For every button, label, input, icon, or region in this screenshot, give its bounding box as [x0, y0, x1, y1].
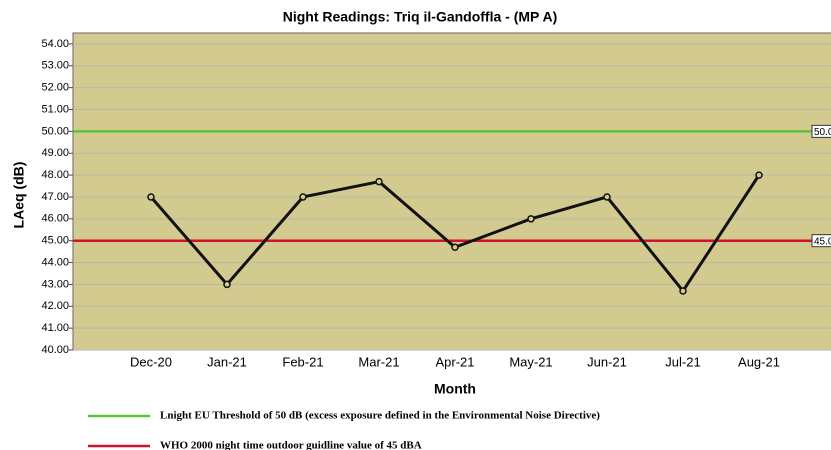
x-tick-label: Aug-21 [738, 354, 780, 369]
y-tick-label: 40.00 [41, 344, 69, 356]
data-point [223, 280, 231, 289]
data-point [299, 193, 307, 201]
x-tick-label: Jul-21 [665, 354, 700, 369]
x-tick-label: May-21 [509, 354, 552, 369]
data-point [451, 243, 459, 251]
data-point [147, 193, 155, 201]
y-tick-label: 52.00 [41, 82, 69, 94]
y-tick-label: 46.00 [41, 213, 69, 225]
data-point [679, 287, 687, 295]
x-tick-label: Dec-20 [130, 354, 172, 369]
reference-label-box [811, 234, 831, 248]
chart-title: Night Readings: Triq il-Gandoffla - (MP … [283, 9, 558, 25]
reference-label: 45.0 [814, 236, 831, 247]
data-point [755, 171, 763, 179]
data-point [527, 215, 535, 223]
x-tick-label: Mar-21 [358, 354, 399, 369]
x-tick-label: Jan-21 [207, 354, 247, 369]
data-point [603, 193, 611, 201]
x-tick-label: Apr-21 [435, 354, 474, 369]
x-tick-label: Jun-21 [587, 354, 627, 369]
y-tick-label: 43.00 [41, 278, 69, 290]
data-point [375, 177, 383, 186]
y-tick-label: 50.00 [41, 125, 69, 137]
reference-label: 50.0 [814, 127, 831, 138]
reference-label-box [811, 124, 831, 138]
plot-area [72, 32, 831, 351]
y-tick-label: 51.00 [41, 103, 69, 115]
legend-label: WHO 2000 night time outdoor guidline val… [160, 440, 422, 450]
x-axis-title: Month [434, 381, 476, 397]
legend-label: Lnight EU Threshold of 50 dB (excess exp… [160, 410, 600, 422]
y-tick-label: 53.00 [41, 60, 69, 72]
x-tick-label: Feb-21 [282, 354, 323, 369]
y-tick-label: 42.00 [41, 300, 69, 312]
y-tick-label: 41.00 [41, 322, 69, 334]
y-tick-label: 48.00 [41, 169, 69, 181]
y-tick-label: 45.00 [41, 235, 69, 247]
y-tick-label: 47.00 [41, 191, 69, 203]
y-axis-title: LAeq (dB) [11, 162, 27, 229]
y-tick-label: 44.00 [41, 256, 69, 268]
y-tick-label: 54.00 [41, 38, 69, 50]
y-tick-label: 49.00 [41, 147, 69, 159]
